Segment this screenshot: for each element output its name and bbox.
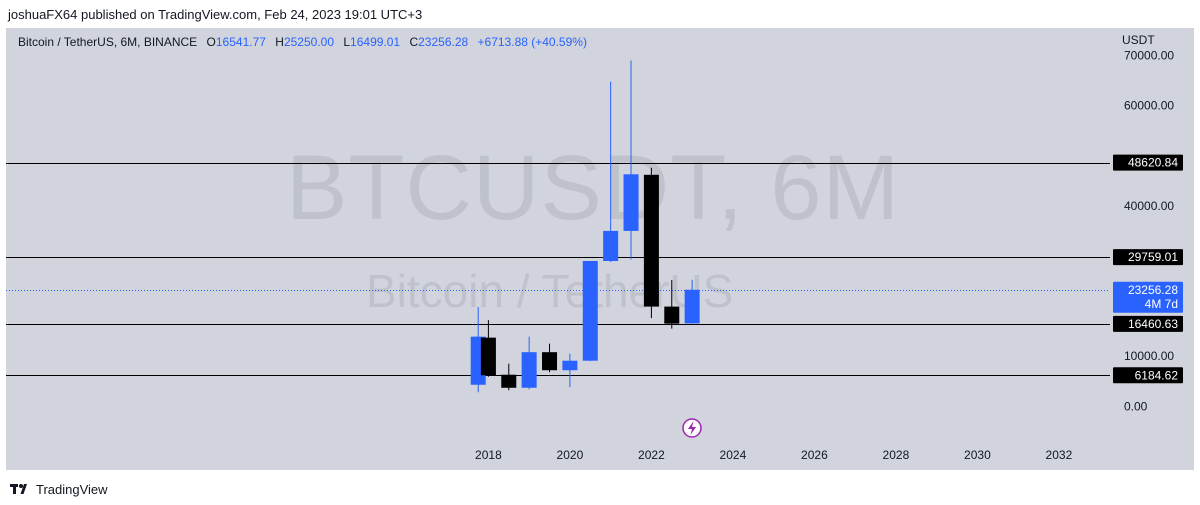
level-price-badge — [1113, 367, 1183, 384]
footer[interactable]: TradingView — [10, 480, 108, 498]
candle-body — [582, 260, 598, 361]
ohlc-legend: Bitcoin / TetherUS, 6M, BINANCE O16541.7… — [18, 35, 587, 49]
tradingview-logo-icon — [10, 484, 27, 494]
x-axis-tick-label: 2026 — [801, 448, 828, 462]
current-price-badge — [1113, 281, 1183, 313]
candle-body — [664, 306, 680, 324]
publish-info: joshuaFX64 published on TradingView.com,… — [8, 7, 423, 22]
change-value: +6713.88 (+40.59%) — [477, 35, 587, 49]
watermark-ticker: BTCUSDT, 6M — [286, 137, 901, 239]
candle-body — [643, 174, 659, 307]
level-price-badge — [1113, 249, 1183, 266]
symbol-label: Bitcoin / TetherUS, 6M, BINANCE — [18, 35, 198, 49]
candle-body — [521, 352, 537, 388]
candle-body — [562, 360, 578, 371]
x-axis-tick-label: 2030 — [964, 448, 991, 462]
high-value: 25250.00 — [283, 35, 335, 49]
x-axis-tick-label: 2020 — [557, 448, 584, 462]
level-price-badge — [1113, 315, 1183, 332]
lightning-icon[interactable] — [682, 418, 702, 438]
x-axis-tick-label: 2028 — [883, 448, 910, 462]
open-key: O — [206, 35, 216, 49]
level-price-label: 29759.01 — [1128, 250, 1178, 264]
chart-area[interactable]: BTCUSDT, 6M Bitcoin / TetherUS 70000.00 6… — [6, 28, 1194, 470]
close-key: C — [409, 35, 419, 49]
y-axis-tick-label: 70000.00 — [1124, 49, 1174, 63]
x-axis-tick-label: 2022 — [638, 448, 665, 462]
level-price-badge — [1113, 154, 1183, 171]
x-axis-tick-label: 2018 — [475, 448, 502, 462]
y-axis-tick-label: 0.00 — [1124, 399, 1148, 413]
x-axis-tick-label: 2024 — [720, 448, 747, 462]
open-value: 16541.77 — [215, 35, 266, 49]
level-price-label: 16460.63 — [1128, 317, 1178, 331]
bar-countdown-label: 4M 7d — [1145, 297, 1178, 311]
candle-body — [542, 352, 558, 371]
candlestick-chart[interactable]: 70000.00 60000.00 40000.00 10000.00 0.00 2018… — [6, 28, 1194, 470]
level-price-label: 6184.62 — [1135, 368, 1179, 382]
candle-body — [603, 230, 619, 261]
level-price-label: 48620.84 — [1128, 156, 1178, 170]
y-axis-tick-label: 40000.00 — [1124, 199, 1174, 213]
x-axis-tick-label: 2032 — [1046, 448, 1073, 462]
candle-body — [684, 289, 700, 324]
y-axis-tick-label: 10000.00 — [1124, 349, 1174, 363]
candle-body — [623, 174, 639, 231]
close-value: 23256.28 — [418, 35, 469, 49]
current-price-label: 23256.28 — [1128, 283, 1178, 297]
tradingview-brand: TradingView — [36, 481, 108, 497]
low-value: 16499.01 — [350, 35, 401, 49]
candle-body — [480, 337, 496, 376]
low-key: L — [343, 35, 351, 49]
y-axis-tick-label: 60000.00 — [1124, 99, 1174, 113]
price-axis-unit: USDT — [1122, 33, 1155, 47]
high-key: H — [275, 35, 284, 49]
candle-body — [501, 374, 517, 388]
